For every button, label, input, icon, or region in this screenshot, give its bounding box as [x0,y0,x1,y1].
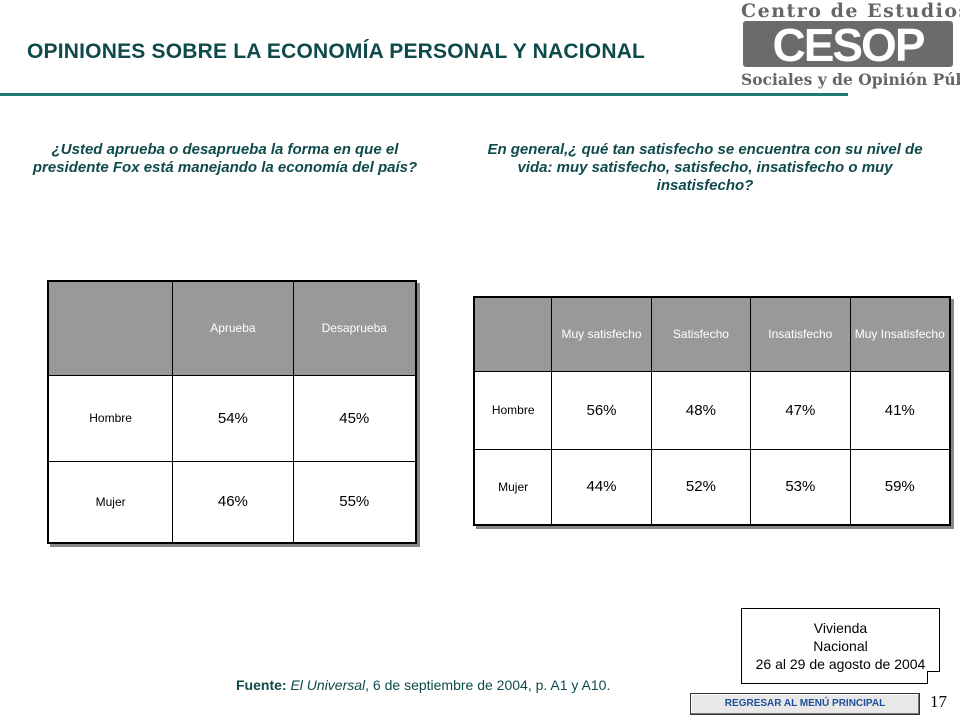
note-fold-corner [927,671,940,684]
value-cell: 54% [172,374,294,462]
note-line-1: Vivienda [813,620,868,636]
header-cell-muy-satisfecho: Muy satisfecho [551,296,652,372]
row-label-mujer: Mujer [47,460,174,544]
approval-table: Aprueba Desaprueba Hombre 54% 45% Mujer … [47,280,417,544]
value-cell: 41% [849,370,951,450]
logo-top-text: Centro de Estudios [741,0,960,22]
value-cell: 47% [750,370,851,450]
value-cell: 53% [750,448,851,526]
table-row: Mujer 46% 55% [47,460,417,544]
table-row: Hombre 54% 45% [47,374,417,462]
question-approval: ¿Usted aprueba o desaprueba la forma en … [32,141,418,176]
note-line-3: 26 al 29 de agosto de 2004 [755,656,926,672]
header-cell-insatisfecho: Insatisfecho [750,296,851,372]
row-label-hombre: Hombre [47,374,174,462]
table-header-row: Muy satisfecho Satisfecho Insatisfecho M… [473,296,951,372]
value-cell: 48% [650,370,752,450]
page-number: 17 [930,692,947,711]
table-row: Mujer 44% 52% 53% 59% [473,448,951,526]
cesop-logo: Centro de Estudios CESOP Sociales y de O… [735,0,960,96]
satisfaction-table: Muy satisfecho Satisfecho Insatisfecho M… [473,296,951,526]
source-label: Fuente: [236,677,287,693]
back-to-main-menu-button[interactable]: REGRESAR AL MENÚ PRINCIPAL [690,693,920,715]
header-cell-empty [47,280,174,376]
source-details: , 6 de septiembre de 2004, p. A1 y A10. [365,677,611,693]
table-header-row: Aprueba Desaprueba [47,280,417,376]
title-divider [0,93,848,96]
source-publication: El Universal [290,677,366,693]
header-cell-muy-insatisfecho: Muy Insatisfecho [849,296,951,372]
value-cell: 56% [551,370,652,450]
note-line-2: Nacional [813,638,868,654]
table-row: Hombre 56% 48% 47% 41% [473,370,951,450]
page-title: OPINIONES SOBRE LA ECONOMÍA PERSONAL Y N… [27,40,646,63]
value-cell: 52% [650,448,752,526]
value-cell: 45% [292,374,417,462]
row-label-mujer: Mujer [473,448,553,526]
value-cell: 59% [849,448,951,526]
value-cell: 46% [172,460,294,544]
value-cell: 44% [551,448,652,526]
header-cell-aprueba: Aprueba [172,280,294,376]
logo-mark-text: CESOP [772,21,924,67]
row-label-hombre: Hombre [473,370,553,450]
header-cell-empty [473,296,553,372]
logo-bottom-text: Sociales y de Opinión Pública [741,70,960,89]
logo-mark: CESOP [743,21,953,67]
header-cell-desaprueba: Desaprueba [292,280,417,376]
header-cell-satisfecho: Satisfecho [650,296,752,372]
source-citation: Fuente: El Universal, 6 de septiembre de… [236,677,610,693]
survey-note: Vivienda Nacional 26 al 29 de agosto de … [741,608,940,684]
question-satisfaction: En general,¿ qué tan satisfecho se encue… [487,141,923,194]
value-cell: 55% [292,460,417,544]
